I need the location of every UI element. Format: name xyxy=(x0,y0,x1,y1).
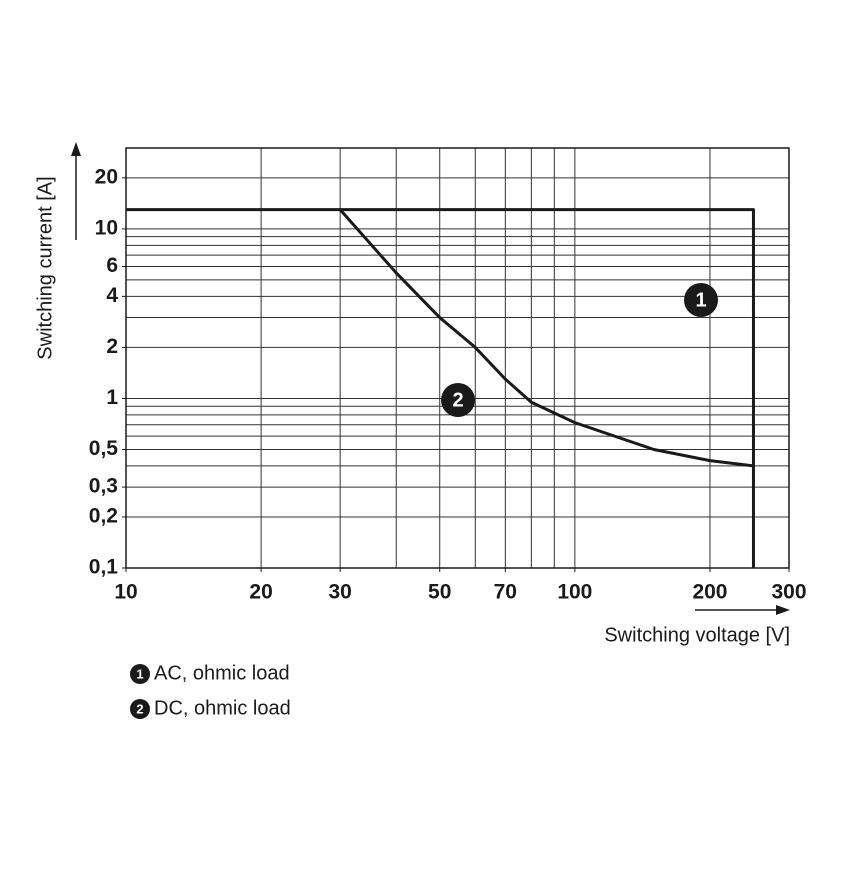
y-tick-label: 1 xyxy=(106,386,118,409)
y-tick-label: 10 xyxy=(95,216,118,239)
legend-badge-label: 2 xyxy=(136,701,143,716)
x-tick-label: 10 xyxy=(114,581,137,604)
x-tick-label: 20 xyxy=(249,581,272,604)
legend-label: DC, ohmic load xyxy=(154,697,291,719)
series-badge xyxy=(441,383,475,417)
x-tick-label: 300 xyxy=(771,581,806,604)
series-line xyxy=(126,208,755,568)
plot-frame xyxy=(125,147,790,569)
y-tick-label: 0,3 xyxy=(89,475,118,498)
x-tick-label: 70 xyxy=(494,581,517,604)
legend-badge xyxy=(130,664,150,684)
y-tick-label: 6 xyxy=(106,254,118,277)
series-badge-label: 1 xyxy=(695,289,706,311)
x-axis-label: Switching voltage [V] xyxy=(604,624,790,646)
y-tick-label: 20 xyxy=(95,165,118,188)
series-line xyxy=(339,208,754,468)
y-tick-label: 0,1 xyxy=(89,556,119,579)
y-tick-label: 4 xyxy=(106,284,118,307)
x-tick-label: 100 xyxy=(557,581,592,604)
series-badge-label: 2 xyxy=(452,389,463,411)
legend-badge-label: 1 xyxy=(136,666,143,681)
y-axis-label: Switching current [A] xyxy=(34,176,56,359)
y-tick-label: 0,2 xyxy=(89,505,118,528)
series-badge xyxy=(684,283,718,317)
y-tick-label: 0,5 xyxy=(89,437,119,460)
y-tick-label: 2 xyxy=(106,335,118,358)
x-arrow-head xyxy=(776,605,790,615)
legend-label: AC, ohmic load xyxy=(154,662,290,684)
legend-badge xyxy=(130,699,150,719)
x-tick-label: 30 xyxy=(328,581,351,604)
y-arrow-head xyxy=(71,142,81,156)
x-tick-label: 50 xyxy=(428,581,451,604)
x-tick-label: 200 xyxy=(692,581,727,604)
